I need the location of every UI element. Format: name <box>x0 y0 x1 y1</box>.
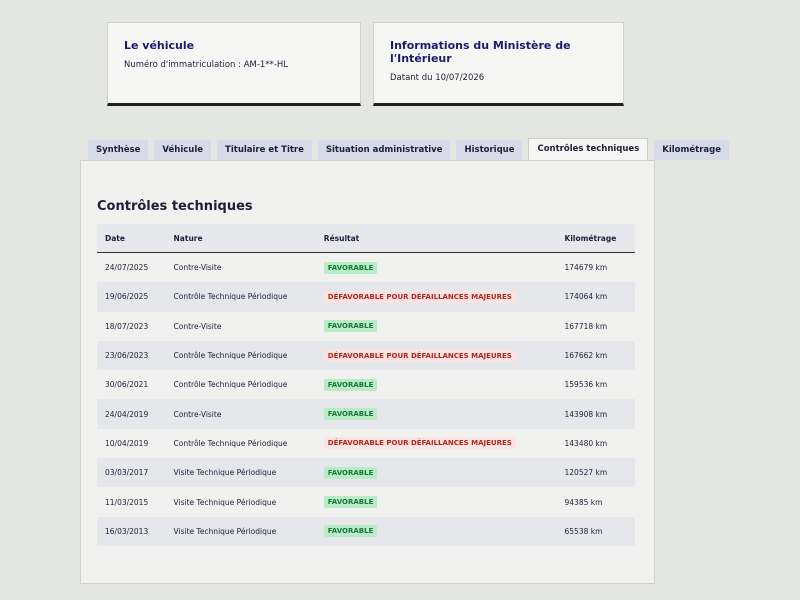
tab[interactable]: Situation administrative <box>317 140 451 160</box>
cell: 03/03/2017 <box>97 458 166 488</box>
cell: Visite Technique Périodique <box>165 516 316 546</box>
result-badge: FAVORABLE <box>323 496 378 509</box>
cell: 174679 km <box>564 263 608 273</box>
result-badge: FAVORABLE <box>323 320 378 333</box>
result-cell: FAVORABLE <box>316 312 557 341</box>
result-cell: FAVORABLE <box>315 399 557 429</box>
result-badge: FAVORABLE <box>323 408 378 421</box>
cell: 159536 km <box>564 380 608 390</box>
result-badge: FAVORABLE <box>323 261 378 274</box>
table-row: 10/04/2019 Contrôle Technique Périodique D… <box>97 429 635 458</box>
cell: Contrôle Technique Périodique <box>165 340 316 371</box>
column-header: Kilométrage <box>556 224 635 253</box>
table-row: 11/03/2015 Visite Technique Périodique FAV… <box>97 487 635 516</box>
tab[interactable]: Synthèse <box>88 140 149 160</box>
card-title: Le véhicule <box>124 39 195 52</box>
cell: Contrôle Technique Périodique <box>173 438 288 448</box>
table-row: 03/03/2017 Visite Technique Périodique FAV… <box>97 458 635 488</box>
cell: 143908 km <box>556 399 635 429</box>
result-badge: FAVORABLE <box>323 378 378 391</box>
result-cell: DÉFAVORABLE POUR DÉFAILLANCES MAJEURES <box>316 429 557 458</box>
tab[interactable]: Véhicule <box>154 140 212 160</box>
cell: 30/06/2021 <box>105 380 149 390</box>
header-row: Date Nature Résultat Kilométrage <box>97 224 635 253</box>
cell: Visite Technique Périodique <box>165 458 316 488</box>
tab[interactable]: Titulaire et Titre <box>217 140 312 160</box>
result-cell: FAVORABLE <box>316 487 557 516</box>
cell: Contrôle Technique Périodique <box>165 282 316 312</box>
result-badge: FAVORABLE <box>323 466 378 479</box>
cell: 18/07/2023 <box>105 321 149 331</box>
tab[interactable]: Contrôles techniques <box>528 138 649 161</box>
cell: 174064 km <box>556 282 635 312</box>
cell: 65538 km <box>556 516 635 546</box>
cell: 19/06/2025 <box>97 282 166 312</box>
column-header: Résultat <box>315 224 557 253</box>
result-cell: DÉFAVORABLE POUR DÉFAILLANCES MAJEURES <box>315 282 557 312</box>
result-cell: FAVORABLE <box>315 516 557 546</box>
cell: 167662 km <box>556 340 635 371</box>
card-text: Numéro d'immatriculation : AM-1**-HL <box>124 60 289 70</box>
table-row: 16/03/2013 Visite Technique Périodique FAV… <box>97 516 635 546</box>
section-title: Contrôles techniques <box>97 199 253 214</box>
result-cell: FAVORABLE <box>315 458 557 488</box>
table-row: 30/06/2021 Contrôle Technique Périodique F… <box>97 370 635 399</box>
table-row: 18/07/2023 Contre-Visite FAVORABLE 167718 k… <box>97 312 635 341</box>
result-badge: DÉFAVORABLE POUR DÉFAILLANCES MAJEURES <box>323 290 516 303</box>
table: Date Nature Résultat Kilométrage 24/07/2025… <box>97 224 635 546</box>
ministry-card: Informations du Ministère de l'Intérieur… <box>373 22 624 106</box>
cell: 10/04/2019 <box>105 438 149 448</box>
cell: Contre-Visite <box>165 399 316 429</box>
cell: 24/07/2025 <box>105 263 149 273</box>
result-badge: DÉFAVORABLE POUR DÉFAILLANCES MAJEURES <box>323 349 516 362</box>
table-body: 24/07/2025 Contre-Visite FAVORABLE 174679 k… <box>97 253 635 546</box>
cell: Contre-Visite <box>173 263 222 273</box>
tab-bar: Synthèse Véhicule Titulaire et Titre Situat… <box>88 138 729 161</box>
table-row: 23/06/2023 Contrôle Technique Périodique D… <box>97 340 635 371</box>
cell: 167718 km <box>564 321 608 331</box>
result-badge: FAVORABLE <box>323 525 378 538</box>
tab[interactable]: Kilométrage <box>654 140 729 160</box>
column-header: Date <box>97 224 166 253</box>
result-cell: FAVORABLE <box>316 253 557 283</box>
cell: Contre-Visite <box>173 321 222 331</box>
result-cell: FAVORABLE <box>316 370 557 399</box>
tab[interactable]: Historique <box>456 140 523 160</box>
result-cell: DÉFAVORABLE POUR DÉFAILLANCES MAJEURES <box>315 340 557 371</box>
vehicle-card: Le véhicule Numéro d'immatriculation : A… <box>107 22 361 106</box>
cell: 23/06/2023 <box>97 340 166 371</box>
cell: 94385 km <box>564 497 603 507</box>
result-badge: DÉFAVORABLE POUR DÉFAILLANCES MAJEURES <box>323 437 516 450</box>
cell: 143480 km <box>564 438 608 448</box>
cell: 120527 km <box>556 458 635 488</box>
cell: 11/03/2015 <box>105 497 149 507</box>
table-row: 24/07/2025 Contre-Visite FAVORABLE 174679 k… <box>97 253 635 283</box>
table-row: 19/06/2025 Contrôle Technique Périodique D… <box>97 282 635 312</box>
column-header: Nature <box>165 224 316 253</box>
cell: 16/03/2013 <box>97 516 166 546</box>
card-title: Informations du Ministère de l'Intérieur <box>390 39 571 65</box>
table-row: 24/04/2019 Contre-Visite FAVORABLE 143908 k… <box>97 399 635 429</box>
cell: 24/04/2019 <box>97 399 166 429</box>
card-text: Datant du 10/07/2026 <box>390 73 485 83</box>
cell: Visite Technique Périodique <box>173 497 277 507</box>
cell: Contrôle Technique Périodique <box>173 380 288 390</box>
panel: Contrôles techniques Date Nature Résultat K… <box>80 160 655 584</box>
